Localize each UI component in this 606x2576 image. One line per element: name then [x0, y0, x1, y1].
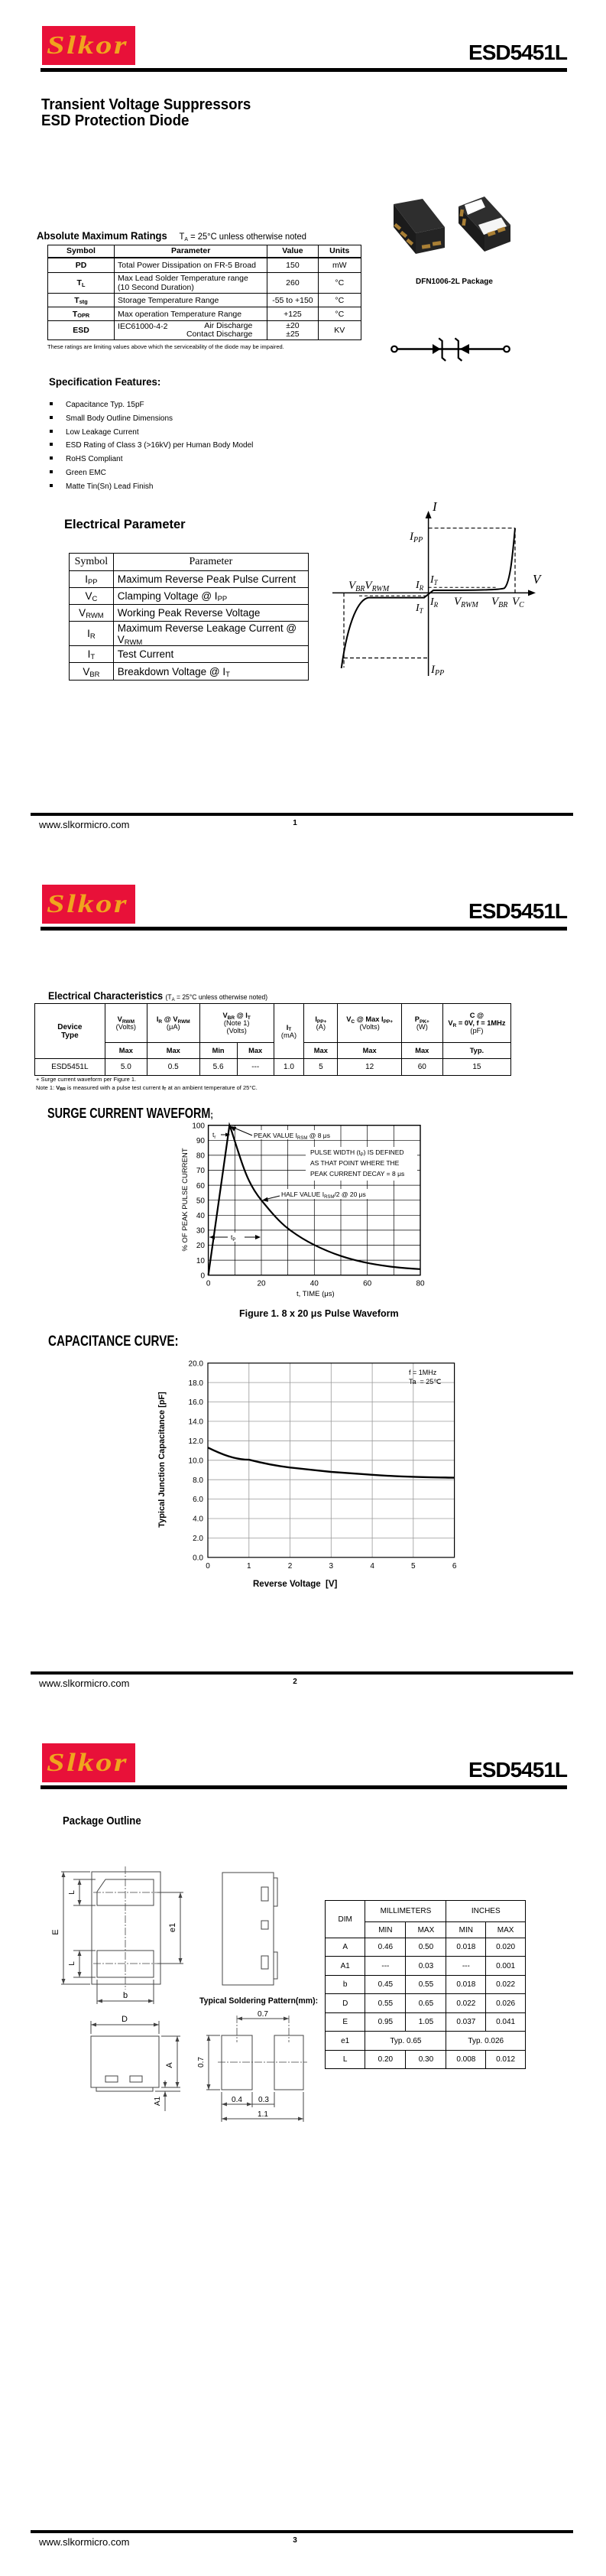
- svg-text:VC: VC: [512, 596, 524, 609]
- svg-text:PEAK CURRENT DECAY = 8 μs: PEAK CURRENT DECAY = 8 μs: [310, 1170, 404, 1178]
- svg-text:IPP: IPP: [430, 664, 444, 677]
- svg-text:IT: IT: [429, 574, 439, 586]
- svg-text:4: 4: [370, 1562, 374, 1571]
- svg-text:Ta = 25℃: Ta = 25℃: [409, 1378, 441, 1385]
- svg-text:0.0: 0.0: [193, 1554, 203, 1562]
- svg-text:1.1: 1.1: [258, 2110, 268, 2119]
- svg-text:1: 1: [247, 1562, 251, 1571]
- svg-text:5: 5: [411, 1562, 416, 1571]
- svg-text:Reverse Voltage [V]: Reverse Voltage [V]: [253, 1580, 338, 1589]
- svg-text:tP: tP: [231, 1233, 235, 1243]
- svg-text:80: 80: [416, 1280, 425, 1288]
- svg-text:E: E: [51, 1929, 60, 1934]
- svg-text:IPP: IPP: [409, 531, 423, 544]
- svg-text:20: 20: [196, 1242, 206, 1250]
- svg-text:8.0: 8.0: [193, 1476, 203, 1485]
- svg-text:IR: IR: [429, 596, 439, 609]
- svg-text:10: 10: [196, 1257, 206, 1265]
- svg-text:0.7: 0.7: [197, 2057, 206, 2068]
- svg-text:40: 40: [196, 1212, 206, 1220]
- svg-text:Typical Junction Capacitance [: Typical Junction Capacitance [pF]: [157, 1392, 167, 1528]
- svg-text:40: 40: [310, 1280, 319, 1288]
- svg-text:VBR: VBR: [491, 596, 507, 609]
- svg-text:b: b: [123, 1991, 128, 2000]
- svg-text:tr: tr: [212, 1131, 216, 1140]
- svg-text:4.0: 4.0: [193, 1515, 203, 1524]
- svg-text:90: 90: [196, 1137, 206, 1145]
- svg-text:I: I: [432, 499, 438, 514]
- svg-text:IT: IT: [415, 603, 424, 615]
- svg-text:VBRVRWM: VBRVRWM: [348, 580, 390, 593]
- svg-text:HALF VALUE IRSM/2 @ 20 μs: HALF VALUE IRSM/2 @ 20 μs: [281, 1191, 366, 1200]
- svg-text:80: 80: [196, 1152, 206, 1161]
- svg-text:16.0: 16.0: [189, 1398, 204, 1407]
- svg-text:PEAK VALUE IRSM @ 8 μs: PEAK VALUE IRSM @ 8 μs: [254, 1132, 330, 1141]
- svg-text:t, TIME (μs): t, TIME (μs): [297, 1290, 335, 1298]
- svg-text:100: 100: [192, 1122, 205, 1130]
- svg-text:f = 1MHz: f = 1MHz: [409, 1369, 437, 1376]
- svg-text:0: 0: [206, 1280, 211, 1288]
- svg-text:0: 0: [200, 1272, 205, 1280]
- svg-text:6: 6: [452, 1562, 457, 1571]
- svg-text:A1: A1: [154, 2096, 162, 2106]
- svg-text:D: D: [122, 2015, 128, 2024]
- svg-text:0.7: 0.7: [258, 2010, 268, 2019]
- svg-text:L: L: [68, 1961, 76, 1966]
- svg-text:18.0: 18.0: [189, 1379, 204, 1388]
- svg-text:0.4: 0.4: [232, 2096, 242, 2104]
- svg-text:PULSE WIDTH (tP) IS DEFINED: PULSE WIDTH (tP) IS DEFINED: [310, 1148, 404, 1158]
- svg-text:AS THAT POINT WHERE THE: AS THAT POINT WHERE THE: [310, 1159, 400, 1167]
- svg-text:A: A: [165, 2062, 174, 2068]
- svg-text:6.0: 6.0: [193, 1496, 203, 1504]
- svg-text:10.0: 10.0: [189, 1457, 204, 1465]
- svg-text:V: V: [533, 572, 543, 586]
- svg-text:60: 60: [363, 1280, 372, 1288]
- svg-text:60: 60: [196, 1182, 206, 1191]
- svg-text:% OF PEAK PULSE CURRENT: % OF PEAK PULSE CURRENT: [181, 1148, 190, 1251]
- svg-text:20: 20: [257, 1280, 266, 1288]
- svg-text:3: 3: [329, 1562, 334, 1571]
- svg-text:e1: e1: [168, 1923, 177, 1932]
- svg-text:2.0: 2.0: [193, 1535, 203, 1543]
- svg-text:30: 30: [196, 1227, 206, 1236]
- svg-text:14.0: 14.0: [189, 1418, 204, 1427]
- svg-text:70: 70: [196, 1167, 206, 1175]
- svg-text:0.3: 0.3: [258, 2096, 269, 2104]
- svg-text:50: 50: [196, 1197, 206, 1205]
- svg-text:2: 2: [288, 1562, 293, 1571]
- svg-text:0: 0: [206, 1562, 210, 1571]
- svg-text:L: L: [68, 1890, 76, 1895]
- svg-text:20.0: 20.0: [189, 1359, 204, 1368]
- svg-text:IR: IR: [415, 580, 424, 592]
- svg-text:12.0: 12.0: [189, 1437, 204, 1446]
- svg-text:VRWM: VRWM: [454, 596, 478, 609]
